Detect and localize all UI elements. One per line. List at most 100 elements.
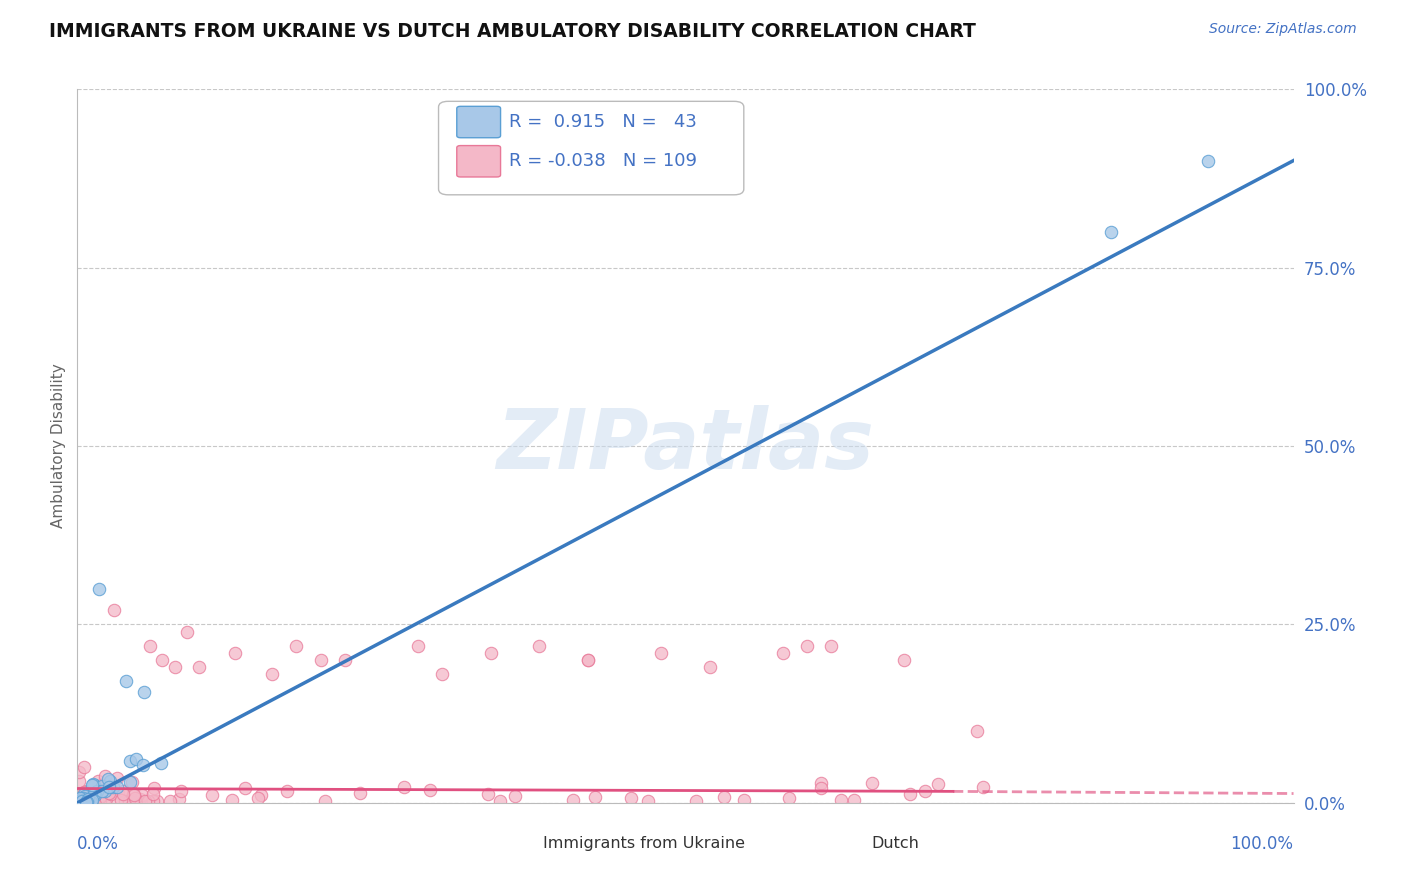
Point xyxy=(134,685,156,699)
Point xyxy=(276,783,298,797)
Point xyxy=(79,791,101,805)
Point xyxy=(100,787,122,801)
Point xyxy=(250,788,273,802)
Point xyxy=(650,646,672,660)
Point xyxy=(124,793,146,807)
Point xyxy=(309,653,332,667)
Point xyxy=(576,653,599,667)
Point xyxy=(83,788,105,802)
Point xyxy=(188,660,211,674)
Point xyxy=(121,794,143,808)
Point xyxy=(122,787,145,801)
Point xyxy=(893,653,915,667)
Point xyxy=(860,776,883,790)
FancyBboxPatch shape xyxy=(457,106,501,137)
Point xyxy=(110,793,132,807)
Point xyxy=(972,780,994,795)
Point xyxy=(94,784,117,798)
Point xyxy=(699,660,721,674)
Point xyxy=(810,781,832,796)
Point xyxy=(1099,225,1122,239)
Point xyxy=(91,779,114,793)
Point xyxy=(122,789,145,803)
Point xyxy=(93,793,115,807)
Point xyxy=(124,792,146,806)
Point xyxy=(125,752,148,766)
Point xyxy=(80,795,103,809)
Point xyxy=(72,788,94,802)
Point xyxy=(69,791,91,805)
Point xyxy=(67,795,90,809)
Point xyxy=(76,792,98,806)
Point xyxy=(90,784,112,798)
Point xyxy=(72,794,94,808)
Point xyxy=(796,639,818,653)
Text: 0.0%: 0.0% xyxy=(77,835,120,853)
Point xyxy=(86,784,108,798)
Point xyxy=(576,653,599,667)
Point xyxy=(118,774,141,789)
Point xyxy=(73,785,96,799)
Point xyxy=(67,790,90,805)
Point xyxy=(82,777,104,791)
Point xyxy=(114,794,136,808)
Point xyxy=(76,795,98,809)
Point xyxy=(927,777,949,791)
Point xyxy=(77,794,100,808)
Point xyxy=(914,784,936,798)
Point xyxy=(820,639,842,653)
Point xyxy=(86,793,108,807)
Point xyxy=(67,791,90,805)
Point xyxy=(73,787,96,801)
Point xyxy=(149,756,172,771)
Point xyxy=(620,791,643,805)
Point xyxy=(163,660,186,674)
Point xyxy=(224,646,246,660)
Point xyxy=(201,788,224,802)
Point xyxy=(430,667,453,681)
Point xyxy=(134,794,156,808)
Point xyxy=(98,780,121,794)
Point xyxy=(72,794,94,808)
Point xyxy=(67,773,90,788)
Point xyxy=(73,789,96,804)
Point xyxy=(105,794,128,808)
Point xyxy=(169,792,191,806)
FancyBboxPatch shape xyxy=(821,830,868,856)
Text: Immigrants from Ukraine: Immigrants from Ukraine xyxy=(543,836,745,851)
Point xyxy=(314,794,336,808)
Point xyxy=(100,780,122,795)
Point xyxy=(89,582,111,596)
Point xyxy=(136,794,159,808)
Point xyxy=(73,760,96,774)
Point xyxy=(76,793,98,807)
Point xyxy=(83,787,105,801)
Point xyxy=(772,646,794,660)
Point xyxy=(285,639,308,653)
Text: ZIPatlas: ZIPatlas xyxy=(496,406,875,486)
Point xyxy=(221,793,243,807)
Point xyxy=(247,790,270,805)
Point xyxy=(142,787,165,801)
Point xyxy=(87,778,110,792)
Point xyxy=(112,784,135,798)
Point xyxy=(349,786,371,800)
FancyBboxPatch shape xyxy=(457,145,501,177)
Text: IMMIGRANTS FROM UKRAINE VS DUTCH AMBULATORY DISABILITY CORRELATION CHART: IMMIGRANTS FROM UKRAINE VS DUTCH AMBULAT… xyxy=(49,22,976,41)
Point xyxy=(529,639,551,653)
Point xyxy=(97,772,120,786)
Point xyxy=(82,791,104,805)
Text: R =  0.915   N =   43: R = 0.915 N = 43 xyxy=(509,113,697,131)
Point xyxy=(82,789,104,803)
Point xyxy=(67,764,90,779)
Y-axis label: Ambulatory Disability: Ambulatory Disability xyxy=(51,364,66,528)
Point xyxy=(80,793,103,807)
Point xyxy=(830,792,852,806)
Point xyxy=(121,775,143,789)
Point xyxy=(170,784,193,798)
Point xyxy=(94,791,117,805)
Point xyxy=(127,794,149,808)
Point xyxy=(129,792,152,806)
Point xyxy=(67,795,90,809)
Point xyxy=(100,774,122,789)
